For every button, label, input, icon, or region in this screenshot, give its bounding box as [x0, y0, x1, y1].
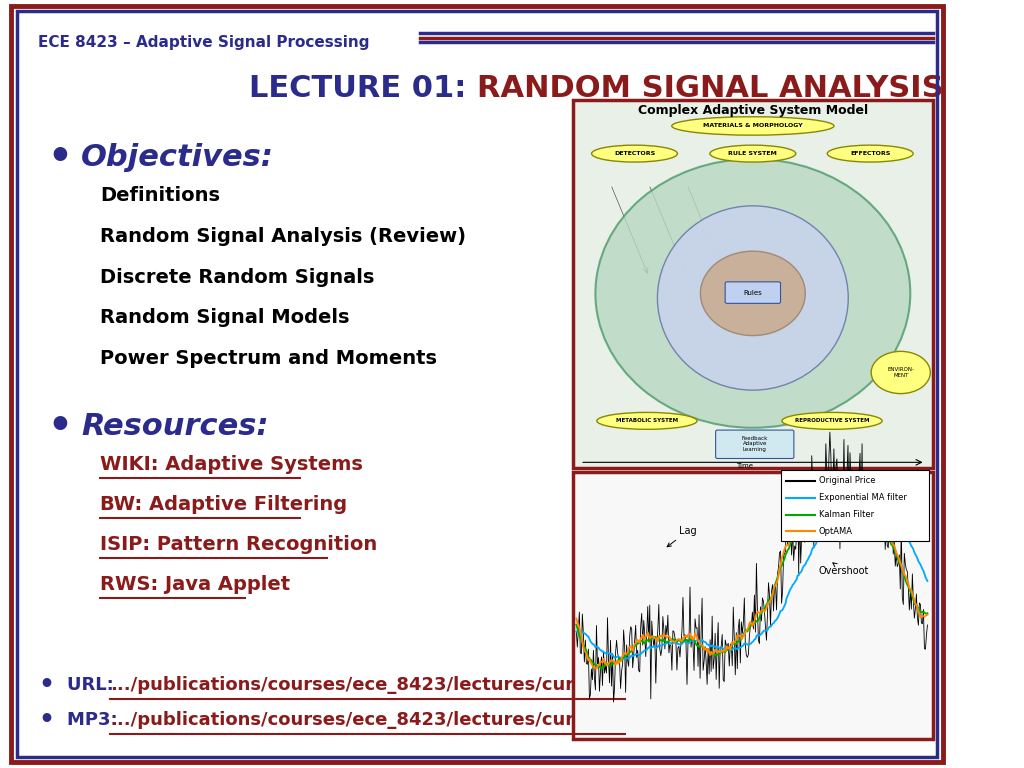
- Text: •: •: [48, 407, 73, 445]
- Text: Time: Time: [736, 463, 753, 469]
- Text: Power Spectrum and Moments: Power Spectrum and Moments: [100, 349, 437, 368]
- FancyBboxPatch shape: [572, 100, 933, 468]
- Text: ENVIRON-
MENT: ENVIRON- MENT: [887, 367, 914, 378]
- Ellipse shape: [592, 145, 678, 162]
- Text: ISIP: Pattern Recognition: ISIP: Pattern Recognition: [100, 535, 378, 554]
- Text: REPRODUCTIVE SYSTEM: REPRODUCTIVE SYSTEM: [795, 419, 869, 423]
- Text: DETECTORS: DETECTORS: [614, 151, 655, 156]
- Ellipse shape: [657, 206, 848, 390]
- Text: Rules: Rules: [743, 290, 762, 296]
- Text: •: •: [38, 673, 54, 697]
- Ellipse shape: [710, 145, 796, 162]
- Ellipse shape: [871, 352, 931, 394]
- Text: •: •: [38, 708, 54, 733]
- Text: Resources:: Resources:: [81, 412, 268, 441]
- Text: ECE 8423 – Adaptive Signal Processing: ECE 8423 – Adaptive Signal Processing: [38, 35, 370, 50]
- Text: •: •: [48, 138, 73, 177]
- Text: Objectives:: Objectives:: [81, 143, 274, 172]
- Text: RANDOM SIGNAL ANALYSIS: RANDOM SIGNAL ANALYSIS: [477, 74, 944, 103]
- Text: Random Signal Models: Random Signal Models: [100, 309, 349, 327]
- FancyBboxPatch shape: [780, 470, 930, 541]
- Circle shape: [700, 251, 805, 336]
- FancyBboxPatch shape: [716, 430, 794, 458]
- Ellipse shape: [827, 145, 913, 162]
- Text: LECTURE 01:: LECTURE 01:: [249, 74, 477, 103]
- Text: URL:: URL:: [67, 676, 120, 694]
- FancyBboxPatch shape: [572, 472, 933, 739]
- Text: Random Signal Analysis (Review): Random Signal Analysis (Review): [100, 227, 466, 246]
- Text: Exponential MA filter: Exponential MA filter: [818, 493, 906, 502]
- Text: MATERIALS & MORPHOLOGY: MATERIALS & MORPHOLOGY: [702, 124, 803, 128]
- Text: Original Price: Original Price: [818, 476, 876, 485]
- Text: EFFECTORS: EFFECTORS: [850, 151, 891, 156]
- Text: .../publications/courses/ece_8423/lectures/current/lecture_01.ppt: .../publications/courses/ece_8423/lectur…: [110, 676, 770, 694]
- Ellipse shape: [595, 159, 910, 428]
- Text: Kalman Filter: Kalman Filter: [818, 510, 873, 519]
- Text: RWS: Java Applet: RWS: Java Applet: [100, 575, 291, 594]
- Ellipse shape: [672, 117, 834, 135]
- Text: .../publications/courses/ece_8423/lectures/current/lecture_01.mp3: .../publications/courses/ece_8423/lectur…: [110, 711, 779, 730]
- Ellipse shape: [782, 412, 882, 429]
- Text: Complex Adaptive System Model: Complex Adaptive System Model: [638, 104, 868, 117]
- Text: Definitions: Definitions: [100, 187, 220, 205]
- Text: MP3:: MP3:: [67, 711, 124, 730]
- FancyBboxPatch shape: [725, 282, 780, 303]
- Text: BW: Adaptive Filtering: BW: Adaptive Filtering: [100, 495, 347, 514]
- Text: Discrete Random Signals: Discrete Random Signals: [100, 268, 375, 286]
- Text: Lag: Lag: [668, 526, 697, 547]
- Text: OptAMA: OptAMA: [818, 527, 853, 536]
- Text: METABOLIC SYSTEM: METABOLIC SYSTEM: [615, 419, 678, 423]
- Text: Feedback
Adaptive
Learning: Feedback Adaptive Learning: [741, 435, 768, 452]
- Text: Overshoot: Overshoot: [818, 563, 869, 577]
- Text: WIKI: Adaptive Systems: WIKI: Adaptive Systems: [100, 455, 364, 474]
- Ellipse shape: [597, 412, 697, 429]
- Text: RULE SYSTEM: RULE SYSTEM: [728, 151, 777, 156]
